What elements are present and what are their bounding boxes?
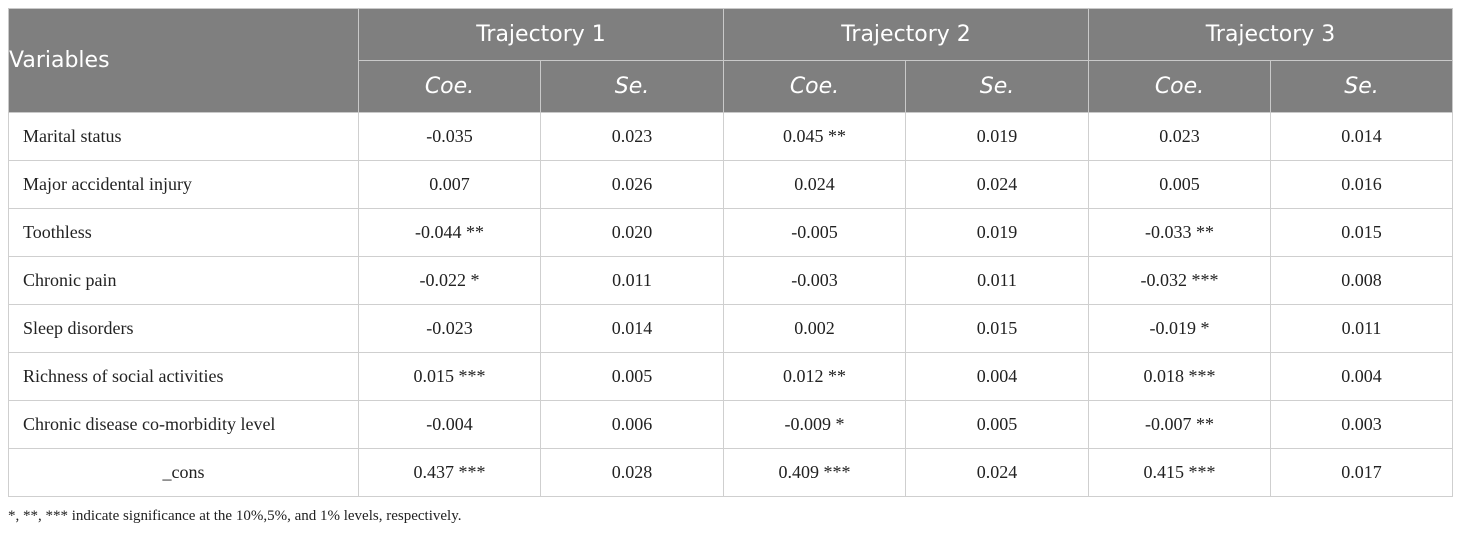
- header-row-subheaders: Coe. Se. Coe. Se. Coe. Se.: [9, 60, 1453, 113]
- table-cell: -0.044 **: [358, 208, 541, 257]
- table-cell: 0.011: [1270, 304, 1453, 353]
- table-cell: 0.008: [1270, 256, 1453, 305]
- table-cell: 0.024: [723, 160, 906, 209]
- variable-name: Chronic disease co-morbidity level: [8, 400, 359, 449]
- table-cell: -0.004: [358, 400, 541, 449]
- table-cell: 0.026: [540, 160, 724, 209]
- table-cell: 0.012 **: [723, 352, 906, 401]
- table-cell: 0.023: [540, 112, 724, 161]
- table-cell: 0.005: [1088, 160, 1271, 209]
- table-cell: 0.005: [540, 352, 724, 401]
- variable-name: Marital status: [8, 112, 359, 161]
- table-cell: 0.023: [1088, 112, 1271, 161]
- table-cell: -0.005: [723, 208, 906, 257]
- table-cell: 0.015: [1270, 208, 1453, 257]
- table-cell: 0.019: [905, 112, 1089, 161]
- table-cell: 0.020: [540, 208, 724, 257]
- table-cell: 0.016: [1270, 160, 1453, 209]
- table-cell: 0.019: [905, 208, 1089, 257]
- table-cell: 0.409 ***: [723, 448, 906, 497]
- subheader-coe: Coe.: [358, 60, 541, 113]
- table-row: Chronic pain -0.022 * 0.011 -0.003 0.011…: [8, 256, 1453, 305]
- table-cell: 0.011: [905, 256, 1089, 305]
- table-cell: -0.022 *: [358, 256, 541, 305]
- subheader-se: Se.: [905, 60, 1089, 113]
- table-cell: 0.015 ***: [358, 352, 541, 401]
- variable-name: Major accidental injury: [8, 160, 359, 209]
- table-row: Toothless -0.044 ** 0.020 -0.005 0.019 -…: [8, 208, 1453, 257]
- table-cell: 0.024: [905, 160, 1089, 209]
- subheader-coe: Coe.: [1088, 60, 1271, 113]
- header-row-trajectories: Variables Trajectory 1 Trajectory 2 Traj…: [8, 8, 1453, 113]
- table-cell: -0.032 ***: [1088, 256, 1271, 305]
- table-cell: -0.035: [358, 112, 541, 161]
- table-cell: -0.033 **: [1088, 208, 1271, 257]
- table-cell: 0.018 ***: [1088, 352, 1271, 401]
- regression-table-container: Variables Trajectory 1 Trajectory 2 Traj…: [8, 8, 1453, 497]
- table-cell: 0.015: [905, 304, 1089, 353]
- variable-name: _cons: [8, 448, 359, 497]
- table-cell: 0.017: [1270, 448, 1453, 497]
- table-cell: 0.003: [1270, 400, 1453, 449]
- variable-name: Sleep disorders: [8, 304, 359, 353]
- table-cell: 0.007: [358, 160, 541, 209]
- subheader-se: Se.: [540, 60, 724, 113]
- table-cell: 0.006: [540, 400, 724, 449]
- table-cell: 0.045 **: [723, 112, 906, 161]
- subheader-se: Se.: [1270, 60, 1453, 113]
- table-cell: 0.005: [905, 400, 1089, 449]
- table-row: Richness of social activities 0.015 *** …: [8, 352, 1453, 401]
- table-row: Chronic disease co-morbidity level -0.00…: [8, 400, 1453, 449]
- table-body: Marital status -0.035 0.023 0.045 ** 0.0…: [8, 112, 1453, 497]
- trajectory-2-header: Trajectory 2: [723, 8, 1089, 61]
- variable-name: Toothless: [8, 208, 359, 257]
- table-cell: 0.024: [905, 448, 1089, 497]
- table-cell: -0.003: [723, 256, 906, 305]
- table-cell: 0.004: [1270, 352, 1453, 401]
- table-cell: 0.004: [905, 352, 1089, 401]
- variables-header: Variables: [8, 8, 359, 113]
- table-row: Major accidental injury 0.007 0.026 0.02…: [8, 160, 1453, 209]
- table-cell: 0.437 ***: [358, 448, 541, 497]
- subheader-coe: Coe.: [723, 60, 906, 113]
- table-cell: 0.014: [1270, 112, 1453, 161]
- table-header: Variables Trajectory 1 Trajectory 2 Traj…: [8, 8, 1453, 113]
- table-cell: 0.415 ***: [1088, 448, 1271, 497]
- table-cell: -0.019 *: [1088, 304, 1271, 353]
- significance-note: *, **, *** indicate significance at the …: [8, 508, 462, 524]
- table-cell: -0.007 **: [1088, 400, 1271, 449]
- variable-name: Richness of social activities: [8, 352, 359, 401]
- table-cell: 0.002: [723, 304, 906, 353]
- regression-table: Variables Trajectory 1 Trajectory 2 Traj…: [8, 8, 1453, 497]
- table-row: Sleep disorders -0.023 0.014 0.002 0.015…: [8, 304, 1453, 353]
- variable-name: Chronic pain: [8, 256, 359, 305]
- trajectory-3-header: Trajectory 3: [1088, 8, 1453, 61]
- table-cell: 0.028: [540, 448, 724, 497]
- table-cell: 0.011: [540, 256, 724, 305]
- table-row: Marital status -0.035 0.023 0.045 ** 0.0…: [8, 112, 1453, 161]
- table-cell: 0.014: [540, 304, 724, 353]
- table-cell: -0.023: [358, 304, 541, 353]
- table-cell: -0.009 *: [723, 400, 906, 449]
- trajectory-1-header: Trajectory 1: [358, 8, 724, 61]
- table-row: _cons 0.437 *** 0.028 0.409 *** 0.024 0.…: [8, 448, 1453, 497]
